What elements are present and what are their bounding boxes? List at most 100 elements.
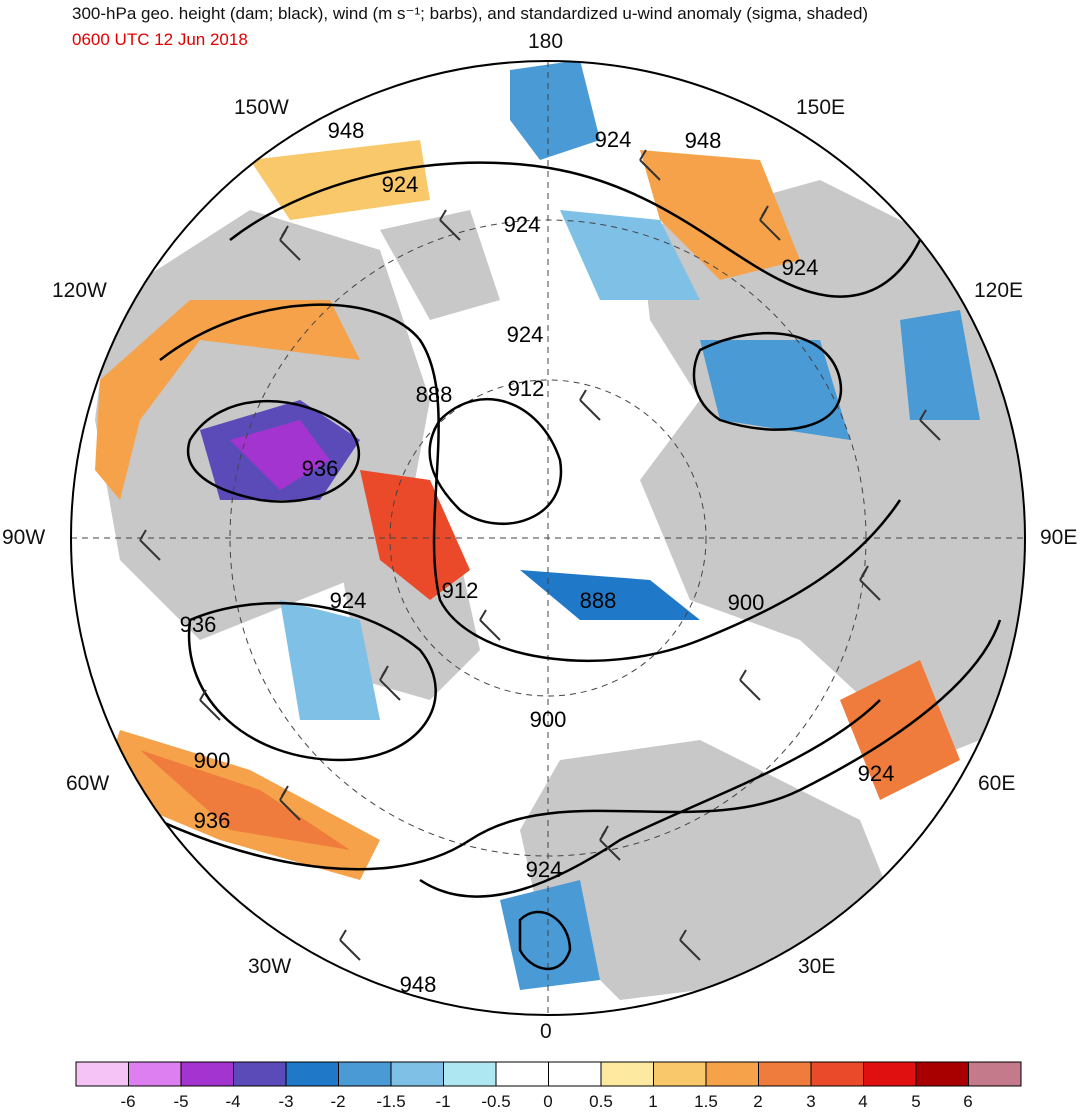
contour-north-atlantic-low [518,910,572,970]
contour-label: 900 [728,590,765,615]
colorbar-label: 5 [911,1092,921,1111]
height-contours [99,161,1002,970]
graticule [71,61,1025,1015]
colorbar-swatch [233,1061,287,1087]
lon-label-150e: 150E [796,96,846,119]
colorbar-label: 0.5 [589,1092,613,1111]
colorbar-swatch [128,1061,182,1087]
colorbar [75,1061,1022,1087]
wind-barbs [139,149,941,961]
lon-label-30w: 30W [248,955,292,978]
negative-anomaly-pole [520,570,700,620]
contour-labels: 948 924 948 924 924 924 924 912 888 936 … [180,118,895,997]
land-europe [520,740,900,1000]
contour-arctic [159,303,902,662]
colorbar-swatch [810,1061,864,1087]
contour-greenland [187,601,437,762]
contour-label: 924 [382,172,419,197]
colorbar-swatch [705,1061,759,1087]
colorbar-swatch [758,1061,812,1087]
contour-label: 924 [507,322,544,347]
colorbar-swatch [600,1061,654,1087]
map-border [70,60,1026,1016]
land-alaska [380,210,500,320]
positive-anomaly-atlantic-core [140,750,350,850]
contour-outer-atlantic [99,619,1002,871]
colorbar-swatch [863,1061,917,1087]
contour-label: 924 [330,588,367,613]
contour-label: 948 [685,128,722,153]
contour-siberia [692,331,843,431]
colorbar-label: 3 [806,1092,816,1111]
colorbar-label: 1.5 [694,1092,718,1111]
negative-anomaly-canada-center [230,420,330,490]
negative-anomaly-laptev [700,340,850,440]
colorbar-label: -1.5 [376,1092,406,1111]
negative-anomaly-north-atlantic [500,880,600,990]
contour-pacific [229,161,922,298]
lon-label-90w: 90W [2,526,46,549]
colorbar-swatch [968,1061,1022,1087]
colorbar-label: -3 [278,1092,294,1111]
negative-anomaly-chukchi [510,61,600,160]
colorbar-label: -2 [330,1092,346,1111]
colorbar-swatch [653,1061,707,1087]
colorbar-swatch [548,1061,602,1087]
contour-label: 924 [504,212,541,237]
map-disk [71,61,1025,1015]
contour-label: 948 [400,972,437,997]
land-greenland [340,560,480,700]
negative-anomaly-east-siberia [560,210,700,300]
contour-label: 900 [194,748,231,773]
contour-label: 924 [595,127,632,152]
lon-label-0: 0 [540,1020,552,1043]
contour-label: 912 [442,578,479,603]
valid-time: 0600 UTC 12 Jun 2018 [72,30,248,49]
contour-label: 924 [858,761,895,786]
colorbar-label: 4 [858,1092,868,1111]
lon-label-30e: 30E [798,955,836,978]
contour-label: 888 [416,382,453,407]
colorbar-label: -4 [225,1092,241,1111]
map-title: 300-hPa geo. height (dam; black), wind (… [72,4,869,23]
negative-anomaly-greenland [280,600,380,720]
colorbar-swatch [285,1061,339,1087]
contour-label: 948 [328,118,365,143]
colorbar-label: 6 [963,1092,973,1111]
contour-label: 912 [508,376,545,401]
contour-label: 936 [194,808,231,833]
contour-label: 924 [782,255,819,280]
contour-europe [419,699,881,898]
contour-label: 888 [580,588,617,613]
colorbar-label: -0.5 [481,1092,511,1111]
contour-label: 936 [302,456,339,481]
lon-label-60w: 60W [66,772,110,795]
lon-label-120e: 120E [974,279,1024,302]
contour-label: 900 [530,707,567,732]
colorbar-label: 2 [753,1092,763,1111]
colorbar-label: -5 [173,1092,189,1111]
contour-canada-low [186,399,361,503]
colorbar-swatch [390,1061,444,1087]
positive-anomaly-siberia-east [640,150,800,280]
positive-anomaly-canada-west [95,300,360,500]
colorbar-swatch [75,1061,129,1087]
colorbar-label: -6 [120,1092,136,1111]
colorbar-swatch [443,1061,497,1087]
contour-pole-low [428,397,563,525]
colorbar-label: -1 [435,1092,451,1111]
contour-label: 924 [526,857,563,882]
lon-label-90e: 90E [1040,526,1078,549]
lon-label-120w: 120W [52,279,107,302]
colorbar-swatch [915,1061,969,1087]
shading-layer [95,61,980,990]
lon-label-150w: 150W [234,96,289,119]
colorbar-label: 1 [648,1092,658,1111]
colorbar-swatch [338,1061,392,1087]
colorbar-label: 0 [543,1092,553,1111]
positive-anomaly-canada-arctic [360,470,470,600]
colorbar-swatch [495,1061,549,1087]
contour-label: 936 [180,612,217,637]
negative-anomaly-far-east [900,310,980,420]
